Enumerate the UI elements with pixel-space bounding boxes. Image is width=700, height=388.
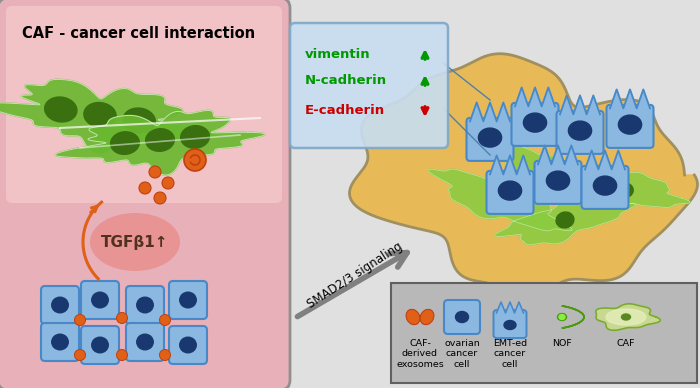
Text: EMT-ed
cancer
cell: EMT-ed cancer cell: [493, 339, 527, 369]
Circle shape: [184, 149, 206, 171]
Polygon shape: [515, 87, 555, 106]
Ellipse shape: [181, 126, 209, 148]
Polygon shape: [538, 146, 578, 165]
Polygon shape: [562, 306, 584, 328]
FancyBboxPatch shape: [81, 281, 119, 319]
Polygon shape: [490, 156, 530, 174]
Text: CAF - cancer cell interaction: CAF - cancer cell interaction: [22, 26, 255, 41]
Polygon shape: [610, 89, 650, 108]
FancyBboxPatch shape: [444, 300, 480, 334]
Polygon shape: [489, 140, 601, 199]
Text: CAF: CAF: [617, 339, 636, 348]
Text: CAF-
derived
exosomes: CAF- derived exosomes: [396, 339, 444, 369]
Circle shape: [139, 182, 151, 194]
Ellipse shape: [45, 97, 77, 122]
FancyBboxPatch shape: [290, 23, 448, 148]
FancyBboxPatch shape: [41, 286, 79, 324]
Circle shape: [116, 350, 127, 360]
Ellipse shape: [420, 309, 434, 325]
FancyBboxPatch shape: [169, 281, 207, 319]
FancyBboxPatch shape: [41, 323, 79, 361]
Ellipse shape: [84, 102, 116, 128]
Ellipse shape: [504, 320, 516, 329]
Text: pre-metastatic niche: pre-metastatic niche: [462, 285, 634, 300]
Circle shape: [116, 312, 127, 324]
Text: SMAD2/3 signaling: SMAD2/3 signaling: [305, 239, 405, 311]
Ellipse shape: [557, 314, 566, 320]
FancyBboxPatch shape: [126, 323, 164, 361]
Polygon shape: [349, 54, 697, 296]
Text: TGFβ1↑: TGFβ1↑: [102, 234, 169, 249]
FancyBboxPatch shape: [81, 326, 119, 364]
Ellipse shape: [52, 334, 69, 350]
Polygon shape: [560, 172, 690, 208]
Polygon shape: [596, 304, 660, 330]
Ellipse shape: [146, 129, 174, 151]
FancyBboxPatch shape: [556, 111, 603, 154]
FancyBboxPatch shape: [169, 326, 207, 364]
Text: ovarian
cancer
cell: ovarian cancer cell: [444, 339, 480, 369]
Circle shape: [74, 350, 85, 360]
Polygon shape: [606, 309, 646, 325]
FancyBboxPatch shape: [466, 118, 514, 161]
FancyBboxPatch shape: [126, 286, 164, 324]
Text: E-cadherin: E-cadherin: [305, 104, 385, 116]
Ellipse shape: [547, 171, 570, 190]
Ellipse shape: [52, 297, 69, 313]
Polygon shape: [495, 195, 636, 245]
Circle shape: [149, 166, 161, 178]
Ellipse shape: [136, 297, 153, 313]
Ellipse shape: [92, 337, 108, 353]
Ellipse shape: [491, 191, 510, 209]
Ellipse shape: [559, 315, 565, 319]
Ellipse shape: [456, 312, 468, 322]
Text: N-cadherin: N-cadherin: [305, 73, 387, 87]
Circle shape: [162, 177, 174, 189]
Polygon shape: [496, 302, 524, 313]
Circle shape: [154, 192, 166, 204]
Ellipse shape: [123, 108, 155, 133]
Ellipse shape: [538, 163, 553, 177]
Text: NOF: NOF: [552, 339, 572, 348]
Polygon shape: [0, 80, 216, 154]
Polygon shape: [585, 151, 625, 170]
Ellipse shape: [478, 128, 502, 147]
Polygon shape: [470, 102, 510, 121]
Polygon shape: [55, 111, 265, 175]
Circle shape: [74, 315, 85, 326]
Ellipse shape: [618, 115, 642, 134]
Ellipse shape: [90, 213, 180, 271]
FancyBboxPatch shape: [6, 6, 282, 203]
Ellipse shape: [622, 314, 631, 320]
FancyBboxPatch shape: [486, 171, 533, 214]
Ellipse shape: [594, 176, 617, 195]
FancyBboxPatch shape: [512, 103, 559, 146]
Polygon shape: [560, 95, 600, 114]
FancyBboxPatch shape: [582, 166, 629, 209]
Ellipse shape: [406, 309, 420, 325]
FancyBboxPatch shape: [606, 105, 654, 148]
Circle shape: [160, 350, 171, 360]
Ellipse shape: [180, 337, 196, 353]
Ellipse shape: [111, 132, 139, 154]
FancyBboxPatch shape: [494, 310, 526, 338]
Text: vimentin: vimentin: [305, 47, 370, 61]
Ellipse shape: [180, 292, 196, 308]
FancyBboxPatch shape: [0, 0, 290, 388]
Ellipse shape: [524, 113, 547, 132]
Ellipse shape: [617, 183, 634, 197]
Ellipse shape: [136, 334, 153, 350]
Ellipse shape: [556, 212, 574, 228]
Polygon shape: [428, 169, 572, 231]
Ellipse shape: [498, 181, 522, 200]
Ellipse shape: [568, 121, 592, 140]
Ellipse shape: [92, 292, 108, 308]
FancyBboxPatch shape: [391, 283, 697, 383]
FancyBboxPatch shape: [535, 161, 582, 204]
Circle shape: [160, 315, 171, 326]
